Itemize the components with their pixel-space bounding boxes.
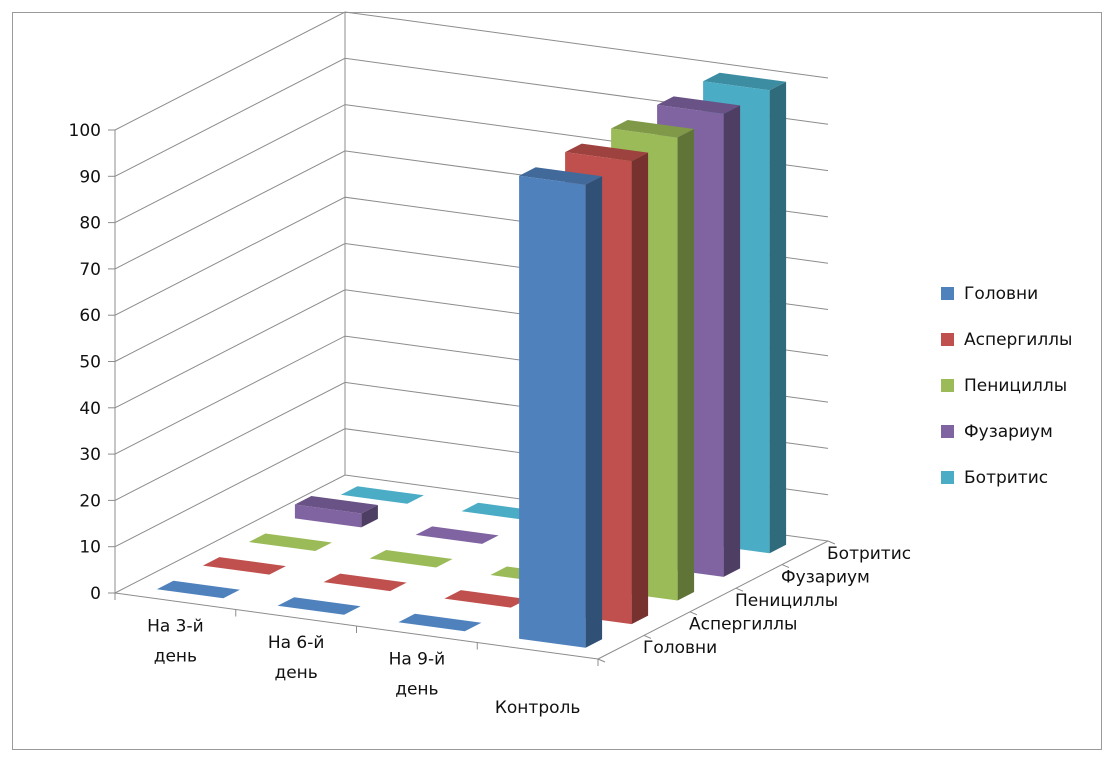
x-tick-label: день — [274, 663, 317, 683]
legend-swatch — [941, 425, 954, 438]
legend-item: Ботритис — [941, 464, 1106, 491]
x-tick-label: На 9-й — [389, 649, 446, 669]
bar-1-2 — [444, 590, 528, 608]
bar-front — [519, 175, 586, 648]
depth-tick-mark — [735, 587, 744, 592]
bar-side — [723, 105, 741, 577]
bar-front — [294, 504, 362, 528]
depth-tick-mark — [643, 634, 652, 639]
y-tick-label: 90 — [79, 167, 101, 187]
legend-label: Аспергиллы — [964, 329, 1073, 350]
depth-tick-mark — [781, 564, 790, 569]
bars-group — [156, 72, 787, 648]
y-tick-label: 20 — [79, 491, 101, 511]
bar-face — [248, 533, 332, 551]
depth-tick-label: Пенициллы — [735, 591, 838, 611]
y-tick-label: 60 — [79, 306, 101, 326]
depth-tick-mark — [827, 540, 836, 545]
y-tick-label: 30 — [79, 445, 101, 465]
bar-face — [369, 550, 453, 568]
bar-side — [677, 129, 695, 601]
bar-0-0 — [156, 580, 240, 599]
depth-tick-mark — [597, 658, 606, 663]
bar-face — [340, 486, 424, 504]
legend-item: Аспергиллы — [941, 326, 1106, 353]
legend-item: Фузариум — [941, 418, 1106, 445]
bar-3-1 — [415, 526, 499, 544]
bar-top — [519, 167, 603, 185]
bar-face — [156, 580, 240, 599]
legend-label: Ботритис — [964, 467, 1049, 488]
bar-0-1 — [277, 597, 361, 615]
x-tick-label: Контроль — [495, 698, 581, 718]
bar-0-2 — [398, 613, 482, 632]
legend-swatch — [941, 287, 954, 300]
bar-side — [361, 505, 378, 528]
bar-4-0 — [340, 486, 424, 504]
y-tick-label: 70 — [79, 260, 101, 280]
bar-face — [277, 597, 361, 615]
bar-face — [444, 590, 528, 608]
legend-label: Пенициллы — [964, 375, 1068, 396]
x-tick-label: день — [154, 646, 197, 666]
legend-label: Головни — [964, 283, 1039, 304]
bar-face — [323, 573, 407, 592]
legend-swatch — [941, 333, 954, 346]
y-tick-label: 0 — [90, 584, 101, 604]
depth-tick-label: Ботритис — [827, 544, 911, 564]
bar-top — [611, 120, 695, 138]
bar-top — [703, 72, 787, 91]
y-tick-label: 10 — [79, 538, 101, 558]
bar-3-0 — [294, 496, 378, 528]
bar-1-0 — [202, 557, 286, 575]
bar-top — [657, 96, 741, 114]
x-tick-label: день — [395, 679, 438, 699]
x-tick-label: На 6-й — [268, 633, 325, 653]
depth-tick-label: Головни — [643, 638, 717, 658]
bar-side — [769, 81, 787, 554]
legend-swatch — [941, 471, 954, 484]
y-tick-label: 100 — [69, 121, 101, 141]
x-tick-label: На 3-й — [147, 616, 204, 636]
bar-2-1 — [369, 550, 453, 568]
bar-side — [585, 176, 603, 648]
bar-top — [294, 496, 378, 514]
y-tick-label: 80 — [79, 214, 101, 234]
depth-tick-label: Фузариум — [781, 567, 870, 587]
bar-face — [398, 613, 482, 632]
y-tick-label: 50 — [79, 353, 101, 373]
depth-tick-mark — [689, 611, 698, 616]
bar-side — [631, 152, 649, 625]
y-tick-label: 40 — [79, 399, 101, 419]
bar-top — [565, 143, 649, 162]
bar-face — [415, 526, 499, 544]
bar-face — [202, 557, 286, 575]
legend-item: Пенициллы — [941, 372, 1106, 399]
legend: Головни Аспергиллы Пенициллы Фузариум Бо… — [941, 280, 1106, 510]
bar-2-0 — [248, 533, 332, 551]
bar-1-1 — [323, 573, 407, 592]
legend-item: Головни — [941, 280, 1106, 307]
bar-0-3 — [519, 167, 603, 648]
legend-label: Фузариум — [964, 421, 1053, 442]
legend-swatch — [941, 379, 954, 392]
depth-tick-label: Аспергиллы — [689, 615, 797, 635]
depth-axis-line — [597, 540, 829, 660]
